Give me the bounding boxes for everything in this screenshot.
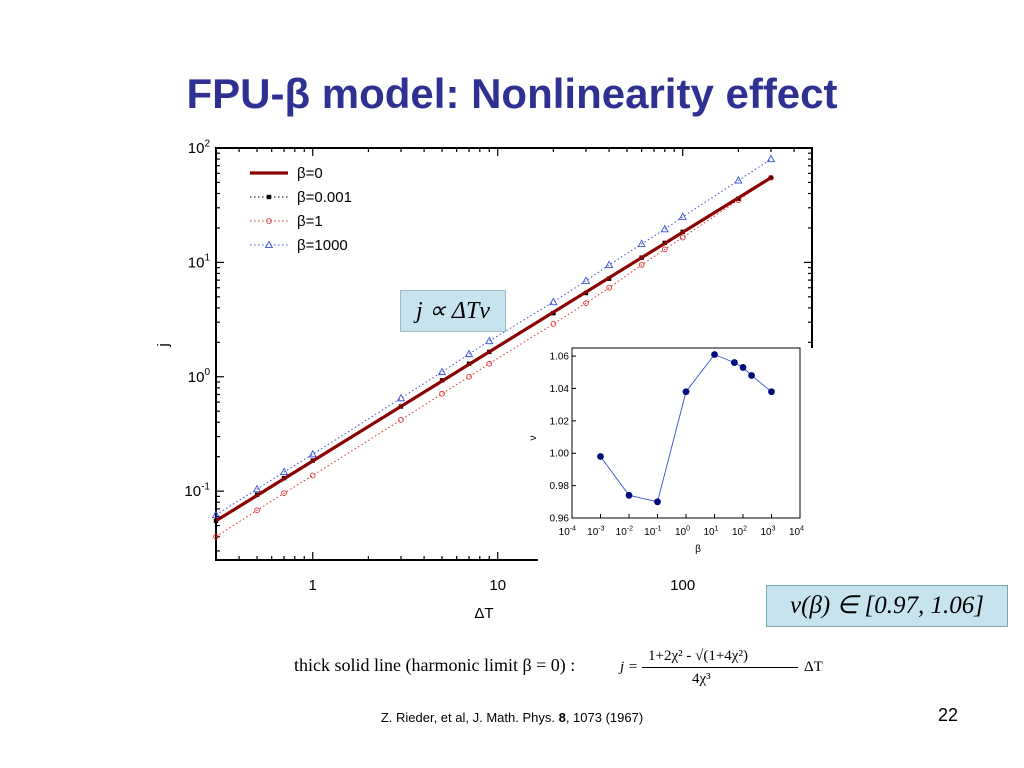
x-tick-label: 1 bbox=[309, 577, 317, 594]
inset-data-point bbox=[768, 388, 775, 396]
data-point bbox=[606, 284, 612, 291]
data-point bbox=[466, 373, 472, 380]
data-point bbox=[464, 349, 474, 358]
data-point bbox=[398, 417, 404, 423]
data-point bbox=[661, 246, 668, 253]
inset-x-tick-label: 101 bbox=[703, 526, 718, 539]
data-point bbox=[252, 484, 262, 493]
data-point bbox=[309, 472, 316, 479]
inset-data-point bbox=[682, 388, 690, 396]
y-axis-label: j bbox=[155, 343, 172, 347]
series-line bbox=[215, 177, 772, 538]
data-point bbox=[581, 276, 591, 284]
citation-suffix: , 1073 (1967) bbox=[565, 710, 644, 725]
equation-denominator: 4χ³ bbox=[692, 671, 711, 687]
inset-data-point bbox=[711, 351, 718, 358]
legend-marker bbox=[266, 218, 272, 224]
data-point bbox=[213, 518, 219, 524]
data-point bbox=[213, 533, 219, 540]
inset-y-tick-label: 0.96 bbox=[550, 514, 570, 525]
y-tick-label: 102 bbox=[188, 138, 211, 157]
inset-x-tick-label: 104 bbox=[789, 526, 804, 539]
y-tick-label: 101 bbox=[188, 253, 211, 272]
page-number: 22 bbox=[938, 705, 959, 725]
inset-x-tick-label: 10-4 bbox=[559, 526, 576, 539]
data-point bbox=[678, 212, 687, 220]
y-tick-label: 10-1 bbox=[184, 481, 210, 500]
data-point bbox=[486, 360, 493, 367]
inset-x-tick-label: 103 bbox=[760, 526, 775, 539]
data-point bbox=[549, 297, 558, 306]
data-point bbox=[604, 260, 614, 268]
inset-data-point bbox=[625, 491, 633, 499]
y-tick-label: 100 bbox=[188, 367, 211, 386]
inset-data-point bbox=[597, 453, 604, 460]
legend-label: β=0 bbox=[297, 165, 323, 182]
data-point bbox=[211, 510, 221, 518]
legend-marker bbox=[264, 240, 274, 249]
data-point bbox=[660, 224, 669, 233]
inset-x-tick-label: 100 bbox=[675, 526, 690, 539]
data-point bbox=[638, 262, 645, 268]
inset-y-tick-label: 1.04 bbox=[550, 384, 570, 395]
inset-x-tick-label: 10-3 bbox=[587, 526, 604, 539]
inset-data-point bbox=[748, 372, 755, 379]
inset-background bbox=[538, 348, 814, 564]
inset-y-tick-label: 1.02 bbox=[550, 416, 570, 427]
legend-label: β=1 bbox=[297, 213, 323, 230]
citation: Z. Rieder, et al, J. Math. Phys. 8, 1073… bbox=[0, 710, 1024, 725]
exponent-range-text: ν(β) ∈ [0.97, 1.06] bbox=[790, 592, 984, 619]
data-point bbox=[254, 507, 260, 514]
series-line bbox=[215, 158, 772, 516]
x-axis-label: ΔT bbox=[474, 605, 493, 622]
inset-data-point bbox=[731, 359, 738, 366]
citation-volume: 8 bbox=[558, 710, 566, 725]
legend-label: β=0.001 bbox=[297, 189, 352, 206]
inset-y-tick-label: 0.98 bbox=[550, 481, 570, 492]
inset-y-axis-label: ν bbox=[528, 436, 539, 441]
x-tick-label: 100 bbox=[670, 577, 695, 594]
equation-rhs: ΔT bbox=[804, 659, 823, 675]
inset-data-point bbox=[739, 364, 747, 371]
harmonic-caption: thick solid line (harmonic limit β = 0) … bbox=[294, 655, 576, 675]
fraction-bar bbox=[642, 667, 798, 668]
exponent-range-formula: ν(β) ∈ [0.97, 1.06] bbox=[766, 585, 1008, 627]
data-point bbox=[279, 467, 289, 476]
citation-prefix: Z. Rieder, et al, J. Math. Phys. bbox=[380, 710, 559, 725]
equation-numerator: 1+2χ² - √(1+4χ²) bbox=[648, 648, 748, 664]
data-point bbox=[766, 154, 776, 163]
legend-marker bbox=[266, 194, 272, 200]
data-point bbox=[396, 393, 406, 402]
data-point bbox=[637, 239, 646, 247]
scaling-formula: j ∝ ΔTν bbox=[400, 290, 506, 332]
slide-title: FPU-β model: Nonlinearity effect bbox=[186, 70, 838, 117]
data-point bbox=[583, 300, 589, 307]
data-point bbox=[679, 234, 686, 241]
data-point bbox=[485, 336, 494, 345]
legend-label: β=1000 bbox=[297, 237, 348, 254]
inset-y-tick-label: 1.00 bbox=[550, 449, 570, 460]
data-point bbox=[734, 175, 743, 184]
data-point bbox=[281, 490, 287, 497]
data-point bbox=[439, 390, 445, 397]
data-point bbox=[308, 449, 317, 458]
inset-y-tick-label: 1.06 bbox=[550, 352, 570, 363]
inset-x-axis-label: β bbox=[695, 544, 701, 555]
inset-x-tick-label: 102 bbox=[732, 526, 747, 539]
x-tick-label: 10 bbox=[489, 577, 506, 594]
equation-lhs: j = bbox=[620, 659, 639, 675]
inset-x-tick-label: 10-1 bbox=[644, 526, 661, 539]
inset-x-tick-label: 10-2 bbox=[616, 526, 633, 539]
data-point bbox=[550, 321, 557, 327]
inset-data-point bbox=[654, 498, 661, 506]
data-point bbox=[437, 367, 447, 376]
scaling-formula-text: j ∝ ΔTν bbox=[416, 298, 490, 324]
series-line bbox=[215, 176, 772, 523]
